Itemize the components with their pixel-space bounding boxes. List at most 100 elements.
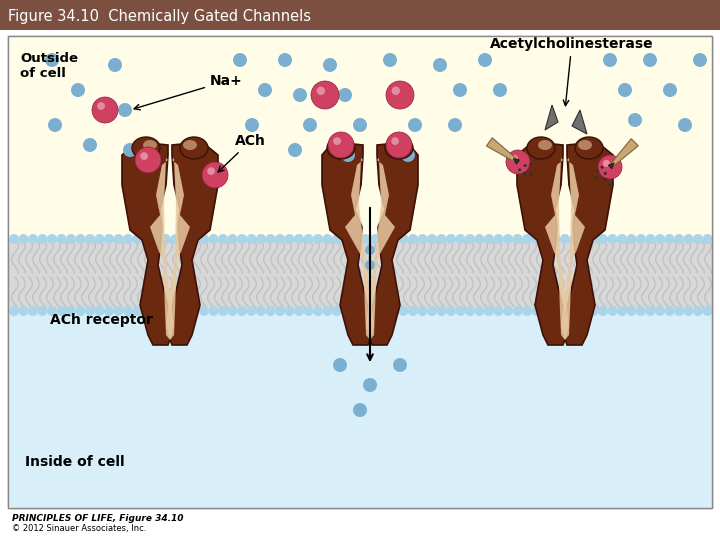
Circle shape bbox=[246, 234, 256, 244]
Circle shape bbox=[123, 143, 137, 157]
Circle shape bbox=[600, 166, 603, 169]
Circle shape bbox=[529, 163, 532, 166]
Circle shape bbox=[608, 184, 611, 186]
Circle shape bbox=[598, 234, 608, 244]
Circle shape bbox=[341, 148, 355, 162]
Circle shape bbox=[293, 88, 307, 102]
Circle shape bbox=[304, 306, 313, 316]
Ellipse shape bbox=[327, 137, 355, 159]
Circle shape bbox=[370, 306, 380, 316]
Circle shape bbox=[284, 306, 294, 316]
Circle shape bbox=[626, 234, 636, 244]
Circle shape bbox=[256, 234, 266, 244]
Circle shape bbox=[643, 53, 657, 67]
Circle shape bbox=[317, 86, 325, 95]
Text: ACh receptor: ACh receptor bbox=[50, 313, 153, 327]
Circle shape bbox=[389, 306, 399, 316]
Circle shape bbox=[531, 306, 541, 316]
Circle shape bbox=[338, 88, 352, 102]
Circle shape bbox=[663, 83, 677, 97]
Circle shape bbox=[108, 58, 122, 72]
Circle shape bbox=[118, 103, 132, 117]
Circle shape bbox=[683, 234, 693, 244]
Circle shape bbox=[66, 234, 76, 244]
Circle shape bbox=[351, 234, 361, 244]
Circle shape bbox=[465, 234, 475, 244]
Circle shape bbox=[393, 358, 407, 372]
Ellipse shape bbox=[143, 140, 157, 150]
Circle shape bbox=[76, 306, 86, 316]
Circle shape bbox=[303, 118, 317, 132]
Circle shape bbox=[323, 234, 333, 244]
Circle shape bbox=[646, 306, 655, 316]
Circle shape bbox=[237, 234, 247, 244]
Circle shape bbox=[218, 234, 228, 244]
Polygon shape bbox=[322, 142, 373, 345]
Circle shape bbox=[365, 245, 375, 255]
Circle shape bbox=[370, 234, 380, 244]
Circle shape bbox=[456, 306, 466, 316]
Circle shape bbox=[94, 306, 104, 316]
Circle shape bbox=[626, 306, 636, 316]
Ellipse shape bbox=[338, 140, 352, 150]
Circle shape bbox=[275, 306, 285, 316]
Circle shape bbox=[48, 118, 62, 132]
Circle shape bbox=[237, 306, 247, 316]
Circle shape bbox=[703, 306, 713, 316]
Circle shape bbox=[47, 306, 57, 316]
Polygon shape bbox=[572, 110, 587, 134]
Circle shape bbox=[45, 53, 59, 67]
Circle shape bbox=[401, 148, 415, 162]
Circle shape bbox=[189, 234, 199, 244]
Circle shape bbox=[311, 81, 339, 109]
Circle shape bbox=[503, 234, 513, 244]
Circle shape bbox=[85, 234, 95, 244]
Circle shape bbox=[588, 306, 598, 316]
Circle shape bbox=[433, 58, 447, 72]
Circle shape bbox=[446, 234, 456, 244]
Circle shape bbox=[693, 306, 703, 316]
Polygon shape bbox=[122, 142, 173, 345]
Circle shape bbox=[674, 306, 684, 316]
Circle shape bbox=[484, 234, 494, 244]
Circle shape bbox=[351, 306, 361, 316]
Circle shape bbox=[341, 306, 351, 316]
Circle shape bbox=[114, 234, 124, 244]
Circle shape bbox=[391, 137, 399, 145]
Circle shape bbox=[603, 160, 610, 167]
Circle shape bbox=[123, 306, 133, 316]
Circle shape bbox=[199, 234, 209, 244]
Circle shape bbox=[465, 306, 475, 316]
Circle shape bbox=[617, 234, 627, 244]
Circle shape bbox=[484, 306, 494, 316]
Circle shape bbox=[408, 306, 418, 316]
Circle shape bbox=[85, 306, 95, 316]
Circle shape bbox=[408, 234, 418, 244]
Ellipse shape bbox=[385, 137, 413, 159]
Text: Inside of cell: Inside of cell bbox=[25, 455, 125, 469]
Ellipse shape bbox=[527, 137, 555, 159]
Ellipse shape bbox=[180, 137, 208, 159]
Circle shape bbox=[551, 306, 560, 316]
Circle shape bbox=[228, 234, 238, 244]
Polygon shape bbox=[545, 105, 558, 130]
Circle shape bbox=[493, 234, 503, 244]
Circle shape bbox=[379, 306, 390, 316]
Circle shape bbox=[94, 234, 104, 244]
Polygon shape bbox=[562, 142, 613, 345]
Circle shape bbox=[209, 234, 218, 244]
Circle shape bbox=[361, 234, 371, 244]
Circle shape bbox=[28, 306, 38, 316]
Circle shape bbox=[603, 53, 617, 67]
Polygon shape bbox=[345, 158, 374, 340]
Circle shape bbox=[278, 53, 292, 67]
Circle shape bbox=[560, 306, 570, 316]
Circle shape bbox=[37, 306, 48, 316]
Circle shape bbox=[92, 97, 118, 123]
Circle shape bbox=[665, 234, 675, 244]
Circle shape bbox=[123, 234, 133, 244]
Circle shape bbox=[28, 234, 38, 244]
Circle shape bbox=[245, 118, 259, 132]
Circle shape bbox=[323, 58, 337, 72]
Text: Na+: Na+ bbox=[134, 74, 243, 110]
